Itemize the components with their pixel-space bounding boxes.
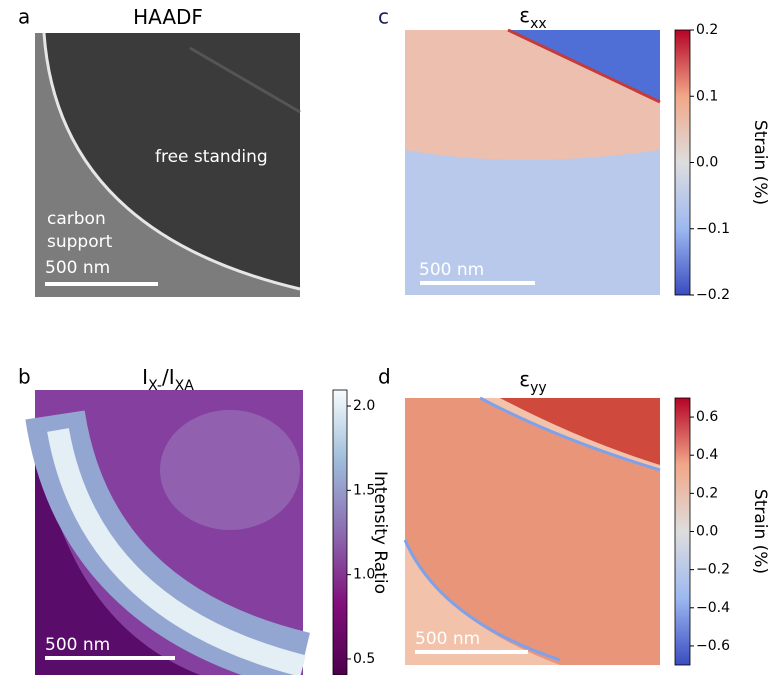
carbon-region	[35, 33, 300, 297]
colorbar	[674, 29, 691, 296]
edge-line	[479, 396, 661, 472]
colorbar	[332, 389, 348, 675]
tick-label: 0.4	[696, 447, 718, 463]
title-part: /I	[162, 365, 175, 389]
colorbar-label: Strain (%)	[750, 489, 770, 574]
edge-line	[403, 539, 561, 662]
colorbar	[674, 397, 691, 666]
tick-label: 0.6	[696, 409, 718, 425]
tick-label: 1.0	[353, 567, 375, 583]
carbon-edge	[42, 32, 301, 291]
title-part: HAADF	[133, 5, 203, 29]
scale-bar-label: 500 nm	[419, 260, 484, 280]
tick-label: −0.1	[696, 221, 730, 237]
tick-label: 0.5	[353, 651, 375, 667]
title-part: yy	[530, 380, 547, 396]
edge-feature	[189, 46, 301, 114]
title-part: X-	[148, 378, 162, 394]
corner-region	[500, 398, 660, 465]
panel-title: IX-/IXA	[142, 365, 194, 395]
panel-label: c	[378, 5, 389, 29]
scale-bar-label: 500 nm	[45, 258, 110, 278]
annotation: carbon	[47, 209, 106, 229]
tensile-region	[405, 398, 660, 665]
eyy-image	[403, 396, 661, 665]
tick-label: 0.1	[696, 88, 718, 104]
tick-label: 1.5	[353, 482, 375, 498]
annotation: free standing	[155, 147, 268, 167]
tick-label: 0.2	[696, 22, 718, 38]
title-part: I	[142, 365, 148, 389]
tick-label: 0.0	[696, 155, 718, 171]
tick-label: 0.0	[696, 524, 718, 540]
scale-bar-label: 500 nm	[415, 629, 480, 649]
scale-bar-label: 500 nm	[45, 635, 110, 655]
ratio-band-core	[47, 428, 306, 675]
tick-label: −0.6	[696, 638, 730, 654]
ratio-image	[25, 390, 311, 675]
panel-label: b	[18, 365, 31, 389]
panel-title: HAADF	[133, 5, 203, 29]
tick-label: −0.4	[696, 600, 730, 616]
colorbar-label: Intensity Ratio	[370, 471, 390, 594]
tick-label: −0.2	[696, 287, 730, 303]
panel-title: εyy	[519, 367, 546, 397]
tick-label: 2.0	[353, 398, 375, 414]
colorbar-label: Strain (%)	[750, 120, 770, 205]
dark-region	[35, 420, 200, 675]
title-part: ε	[519, 3, 530, 27]
panel-label: d	[378, 365, 391, 389]
annotation: support	[47, 232, 113, 252]
edge-line	[507, 28, 661, 104]
compressive-region	[405, 150, 660, 295]
title-part: XA	[175, 378, 195, 394]
panel-label: a	[18, 5, 30, 29]
panel-title: εxx	[519, 3, 546, 33]
title-part: ε	[519, 367, 530, 391]
title-part: xx	[530, 16, 547, 32]
ratio-patch	[160, 410, 300, 530]
tick-label: −0.2	[696, 562, 730, 578]
exx-image	[405, 28, 661, 295]
haadf-image	[35, 32, 301, 297]
tick-label: 0.2	[696, 485, 718, 501]
